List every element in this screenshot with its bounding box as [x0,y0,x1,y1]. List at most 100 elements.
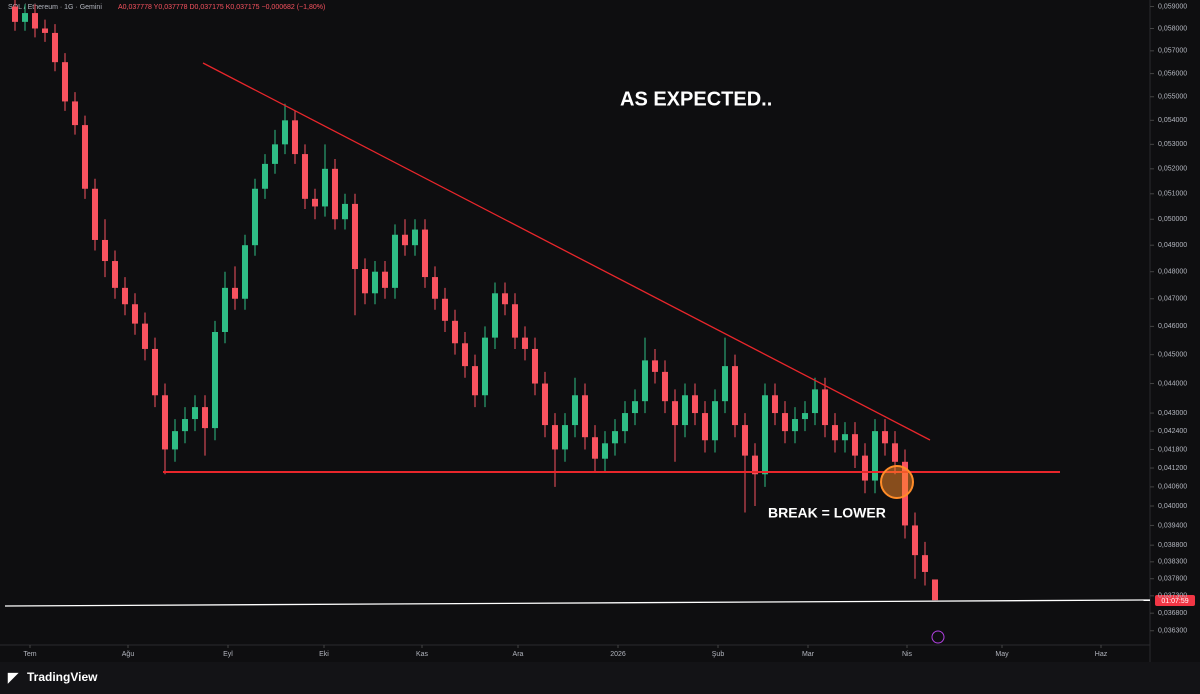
candle-body [832,425,838,441]
candle-body [352,203,358,270]
candle-body [762,395,768,475]
candle-body [732,366,738,426]
candle-body [572,395,578,426]
candle-body [172,431,178,450]
candle-body [382,271,388,288]
x-tick-label: Haz [1095,651,1108,658]
y-tick-label: 0,048000 [1158,269,1187,276]
candle-body [362,269,368,294]
candle-body [372,271,378,294]
candle-body [232,287,238,299]
candle-body [522,337,528,349]
y-tick-label: 0,039400 [1158,522,1187,529]
candle-body [302,154,308,199]
candle-body [32,13,38,29]
candle-body [152,348,158,396]
candle-body [452,320,458,344]
y-tick-label: 0,041200 [1158,465,1187,472]
countdown-box [1155,595,1195,606]
candle-body [332,168,338,220]
candle-body [872,431,878,481]
candle-body [752,455,758,475]
candle-body [312,198,318,207]
candle-body [342,203,348,220]
candle-body [582,395,588,438]
y-tick-label: 0,037300 [1158,593,1187,600]
y-tick-label: 0,057000 [1158,48,1187,55]
candle-body [182,419,188,432]
candle-body [512,304,518,338]
candle-body [162,395,168,450]
x-tick-label: May [995,651,1009,658]
candle-body [242,245,248,299]
candle-body [722,366,728,402]
candle-body [132,304,138,324]
candle-body [12,6,18,22]
candle-body [252,188,258,246]
annotation: BREAK = LOWER [768,505,886,521]
x-tick-label: Ağu [122,651,135,658]
candle-body [652,360,658,372]
candle-body [772,395,778,414]
y-tick-label: 0,041800 [1158,446,1187,453]
candle-body [422,229,428,278]
candle-body [532,348,538,384]
candle-body [262,163,268,189]
candle-body [402,234,408,246]
y-tick-label: 0,036300 [1158,628,1187,635]
candle-body [492,293,498,338]
y-tick-label: 0,056000 [1158,70,1187,77]
y-tick-label: 0,044000 [1158,380,1187,387]
candle-body [482,337,488,396]
candle-body [542,383,548,426]
x-tick-label: Nis [902,651,913,658]
y-tick-label: 0,043000 [1158,410,1187,417]
candle-body [552,425,558,450]
candle-body [642,360,648,402]
brand: TradingView [27,670,98,684]
candle-body [42,28,48,33]
candle-body [602,443,608,459]
candle-body [272,144,278,164]
candle-body [562,425,568,450]
candle-body [692,395,698,414]
x-tick-label: Kas [416,651,429,658]
footer [0,662,1200,694]
candle-body [142,323,148,349]
y-tick-label: 0,045000 [1158,351,1187,358]
candle-body [472,366,478,396]
candle-body [592,437,598,459]
candle-body [322,168,328,207]
y-tick-label: 0,055000 [1158,94,1187,101]
x-tick-label: Şub [712,651,725,658]
candle-body [462,343,468,367]
candle-body [112,261,118,288]
event-icon [931,630,945,644]
candle-body [882,431,888,444]
candle-body [822,389,828,426]
candle-body [72,101,78,126]
candle-body [52,32,58,63]
y-tick-label: 0,049000 [1158,242,1187,249]
chart-title: SOL / Ethereum · 1G · Gemini [8,4,102,11]
y-tick-label: 0,040600 [1158,484,1187,491]
candle-body [712,401,718,441]
x-tick-label: Ara [513,651,524,658]
candle-body [102,239,108,262]
candle-body [282,120,288,145]
y-tick-label: 0,042400 [1158,428,1187,435]
candle-body [892,443,898,462]
candle-body [662,371,668,402]
candle-body [912,525,918,556]
candle-body [612,431,618,444]
candle-body [812,389,818,414]
candle-body [192,407,198,420]
target-line [4,599,1151,607]
x-tick-label: Eki [319,651,329,658]
candle-body [802,413,808,420]
candle-body [842,434,848,441]
y-tick-label: 0,051000 [1158,191,1187,198]
candle-body [782,413,788,432]
